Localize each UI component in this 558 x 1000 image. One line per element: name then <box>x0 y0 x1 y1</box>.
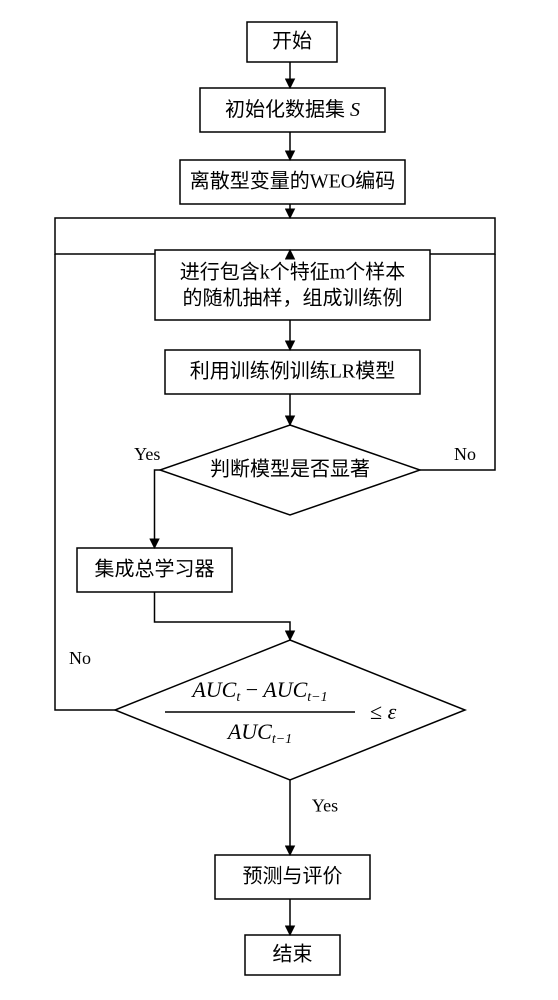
svg-text:结束: 结束 <box>273 943 313 966</box>
svg-text:初始化数据集 S: 初始化数据集 S <box>225 98 360 121</box>
svg-text:Yes: Yes <box>134 444 160 464</box>
svg-text:离散型变量的WEO编码: 离散型变量的WEO编码 <box>190 170 396 193</box>
svg-text:利用训练例训练LR模型: 利用训练例训练LR模型 <box>190 360 396 383</box>
svg-text:的随机抽样，组成训练例: 的随机抽样，组成训练例 <box>183 287 403 310</box>
svg-text:≤ ε: ≤ ε <box>370 699 397 724</box>
flowchart: 开始初始化数据集 S 离散型变量的WEO编码进行包含k个特征m个样本的随机抽样，组… <box>0 0 558 1000</box>
svg-text:AUCt − AUCt−1: AUCt − AUCt−1 <box>190 677 327 705</box>
loop-junction <box>55 218 495 254</box>
svg-text:进行包含k个特征m个样本: 进行包含k个特征m个样本 <box>180 261 406 284</box>
svg-text:集成总学习器: 集成总学习器 <box>95 558 215 581</box>
svg-text:No: No <box>454 444 476 464</box>
svg-text:No: No <box>69 648 91 668</box>
svg-text:Yes: Yes <box>312 796 338 816</box>
svg-text:判断模型是否显著: 判断模型是否显著 <box>210 458 370 481</box>
svg-text:预测与评价: 预测与评价 <box>243 865 343 888</box>
svg-text:开始: 开始 <box>272 30 312 53</box>
